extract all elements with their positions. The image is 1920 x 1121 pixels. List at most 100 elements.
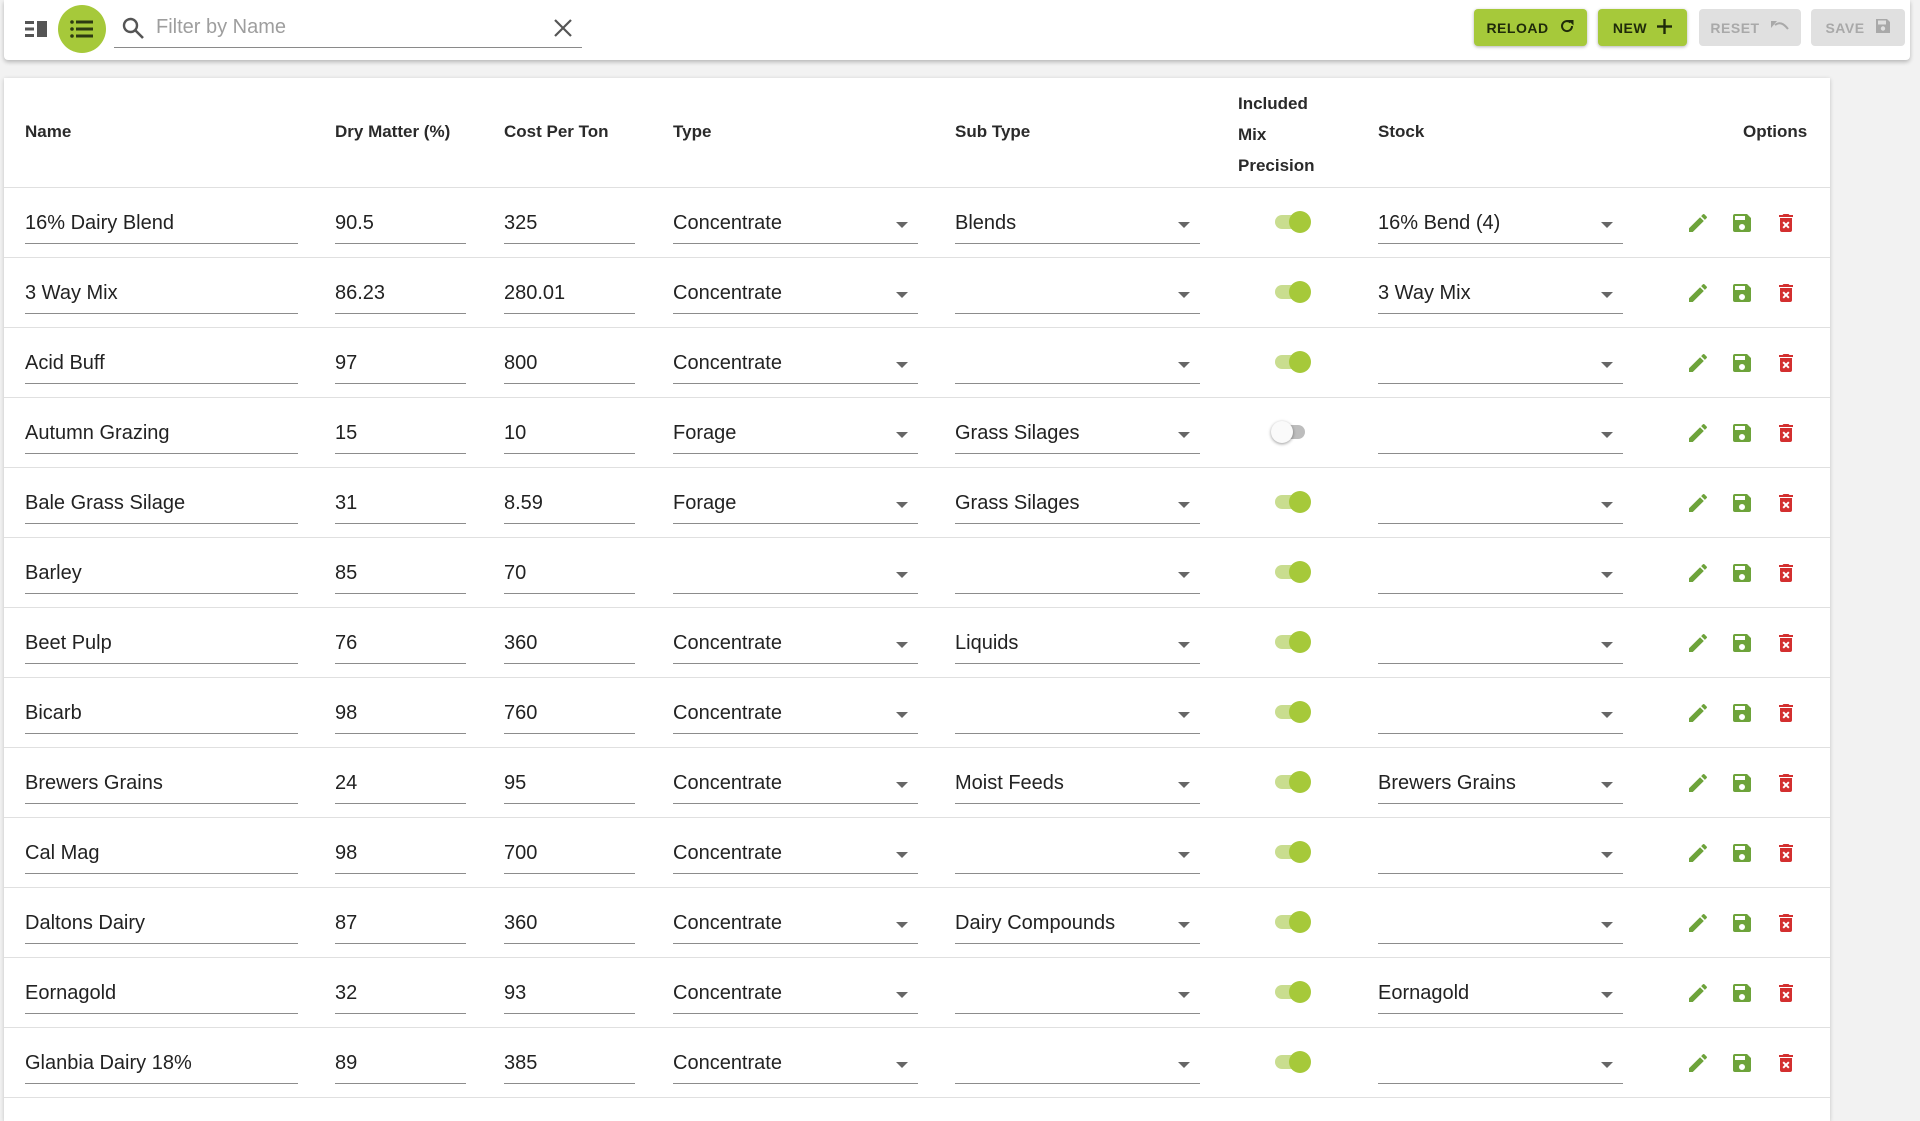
- sub-type-select[interactable]: Dairy Compounds: [955, 906, 1200, 944]
- delete-icon[interactable]: [1771, 348, 1801, 378]
- save-row-icon[interactable]: [1727, 768, 1757, 798]
- delete-icon[interactable]: [1771, 838, 1801, 868]
- delete-icon[interactable]: [1771, 978, 1801, 1008]
- type-select[interactable]: Concentrate: [673, 626, 918, 664]
- stock-select[interactable]: [1378, 836, 1623, 874]
- name-field[interactable]: Cal Mag: [25, 836, 298, 874]
- type-select[interactable]: Concentrate: [673, 276, 918, 314]
- save-row-icon[interactable]: [1727, 558, 1757, 588]
- edit-icon[interactable]: [1683, 698, 1713, 728]
- edit-icon[interactable]: [1683, 908, 1713, 938]
- dry-matter-field[interactable]: 89: [335, 1046, 466, 1084]
- cost-field[interactable]: 360: [504, 906, 635, 944]
- stock-select[interactable]: Eornagold: [1378, 976, 1623, 1014]
- stock-select[interactable]: 3 Way Mix: [1378, 276, 1623, 314]
- edit-icon[interactable]: [1683, 348, 1713, 378]
- sub-type-select[interactable]: [955, 346, 1200, 384]
- dry-matter-field[interactable]: 24: [335, 766, 466, 804]
- included-mix-precision-toggle[interactable]: [1271, 840, 1311, 864]
- name-field[interactable]: Daltons Dairy: [25, 906, 298, 944]
- close-icon[interactable]: [548, 13, 578, 43]
- sub-type-select[interactable]: Liquids: [955, 626, 1200, 664]
- type-select[interactable]: Concentrate: [673, 1046, 918, 1084]
- type-select[interactable]: Forage: [673, 486, 918, 524]
- name-field[interactable]: Bicarb: [25, 696, 298, 734]
- included-mix-precision-toggle[interactable]: [1271, 700, 1311, 724]
- sub-type-select[interactable]: [955, 696, 1200, 734]
- save-row-icon[interactable]: [1727, 208, 1757, 238]
- save-button[interactable]: SAVE: [1811, 9, 1905, 46]
- delete-icon[interactable]: [1771, 278, 1801, 308]
- cost-field[interactable]: 360: [504, 626, 635, 664]
- dry-matter-field[interactable]: 98: [335, 696, 466, 734]
- cost-field[interactable]: 700: [504, 836, 635, 874]
- save-row-icon[interactable]: [1727, 348, 1757, 378]
- sub-type-select[interactable]: Grass Silages: [955, 416, 1200, 454]
- delete-icon[interactable]: [1771, 628, 1801, 658]
- cost-field[interactable]: 95: [504, 766, 635, 804]
- save-row-icon[interactable]: [1727, 698, 1757, 728]
- header-dry-matter[interactable]: Dry Matter (%): [335, 122, 451, 141]
- dry-matter-field[interactable]: 15: [335, 416, 466, 454]
- dry-matter-field[interactable]: 31: [335, 486, 466, 524]
- save-row-icon[interactable]: [1727, 908, 1757, 938]
- delete-icon[interactable]: [1771, 418, 1801, 448]
- header-cost[interactable]: Cost Per Ton: [504, 122, 609, 141]
- edit-icon[interactable]: [1683, 768, 1713, 798]
- included-mix-precision-toggle[interactable]: [1271, 280, 1311, 304]
- type-select[interactable]: Concentrate: [673, 766, 918, 804]
- dry-matter-field[interactable]: 85: [335, 556, 466, 594]
- included-mix-precision-toggle[interactable]: [1271, 630, 1311, 654]
- save-row-icon[interactable]: [1727, 418, 1757, 448]
- stock-select[interactable]: [1378, 696, 1623, 734]
- name-field[interactable]: Glanbia Dairy 18%: [25, 1046, 298, 1084]
- stock-select[interactable]: [1378, 626, 1623, 664]
- sub-type-select[interactable]: [955, 836, 1200, 874]
- save-row-icon[interactable]: [1727, 978, 1757, 1008]
- name-field[interactable]: Acid Buff: [25, 346, 298, 384]
- included-mix-precision-toggle[interactable]: [1271, 910, 1311, 934]
- stock-select[interactable]: [1378, 556, 1623, 594]
- name-field[interactable]: Brewers Grains: [25, 766, 298, 804]
- sub-type-select[interactable]: Grass Silages: [955, 486, 1200, 524]
- cost-field[interactable]: 280.01: [504, 276, 635, 314]
- header-included[interactable]: Included Mix Precision: [1238, 88, 1348, 181]
- save-row-icon[interactable]: [1727, 488, 1757, 518]
- dry-matter-field[interactable]: 32: [335, 976, 466, 1014]
- stock-select[interactable]: 16% Bend (4): [1378, 206, 1623, 244]
- type-select[interactable]: [673, 556, 918, 594]
- included-mix-precision-toggle[interactable]: [1271, 770, 1311, 794]
- type-select[interactable]: Forage: [673, 416, 918, 454]
- sub-type-select[interactable]: Blends: [955, 206, 1200, 244]
- cost-field[interactable]: 385: [504, 1046, 635, 1084]
- edit-icon[interactable]: [1683, 208, 1713, 238]
- delete-icon[interactable]: [1771, 488, 1801, 518]
- header-name[interactable]: Name: [25, 122, 72, 141]
- save-row-icon[interactable]: [1727, 1048, 1757, 1078]
- edit-icon[interactable]: [1683, 418, 1713, 448]
- name-field[interactable]: Barley: [25, 556, 298, 594]
- dry-matter-field[interactable]: 98: [335, 836, 466, 874]
- dry-matter-field[interactable]: 86.23: [335, 276, 466, 314]
- cost-field[interactable]: 10: [504, 416, 635, 454]
- included-mix-precision-toggle[interactable]: [1271, 980, 1311, 1004]
- save-row-icon[interactable]: [1727, 628, 1757, 658]
- stock-select[interactable]: [1378, 486, 1623, 524]
- included-mix-precision-toggle[interactable]: [1271, 420, 1311, 444]
- type-select[interactable]: Concentrate: [673, 976, 918, 1014]
- type-select[interactable]: Concentrate: [673, 696, 918, 734]
- name-field[interactable]: Beet Pulp: [25, 626, 298, 664]
- dry-matter-field[interactable]: 87: [335, 906, 466, 944]
- edit-icon[interactable]: [1683, 1048, 1713, 1078]
- delete-icon[interactable]: [1771, 1048, 1801, 1078]
- search-input[interactable]: [148, 9, 548, 46]
- delete-icon[interactable]: [1771, 908, 1801, 938]
- edit-icon[interactable]: [1683, 278, 1713, 308]
- name-field[interactable]: Autumn Grazing: [25, 416, 298, 454]
- edit-icon[interactable]: [1683, 838, 1713, 868]
- column-view-icon[interactable]: [22, 14, 52, 44]
- name-field[interactable]: Eornagold: [25, 976, 298, 1014]
- sub-type-select[interactable]: [955, 276, 1200, 314]
- delete-icon[interactable]: [1771, 768, 1801, 798]
- save-row-icon[interactable]: [1727, 278, 1757, 308]
